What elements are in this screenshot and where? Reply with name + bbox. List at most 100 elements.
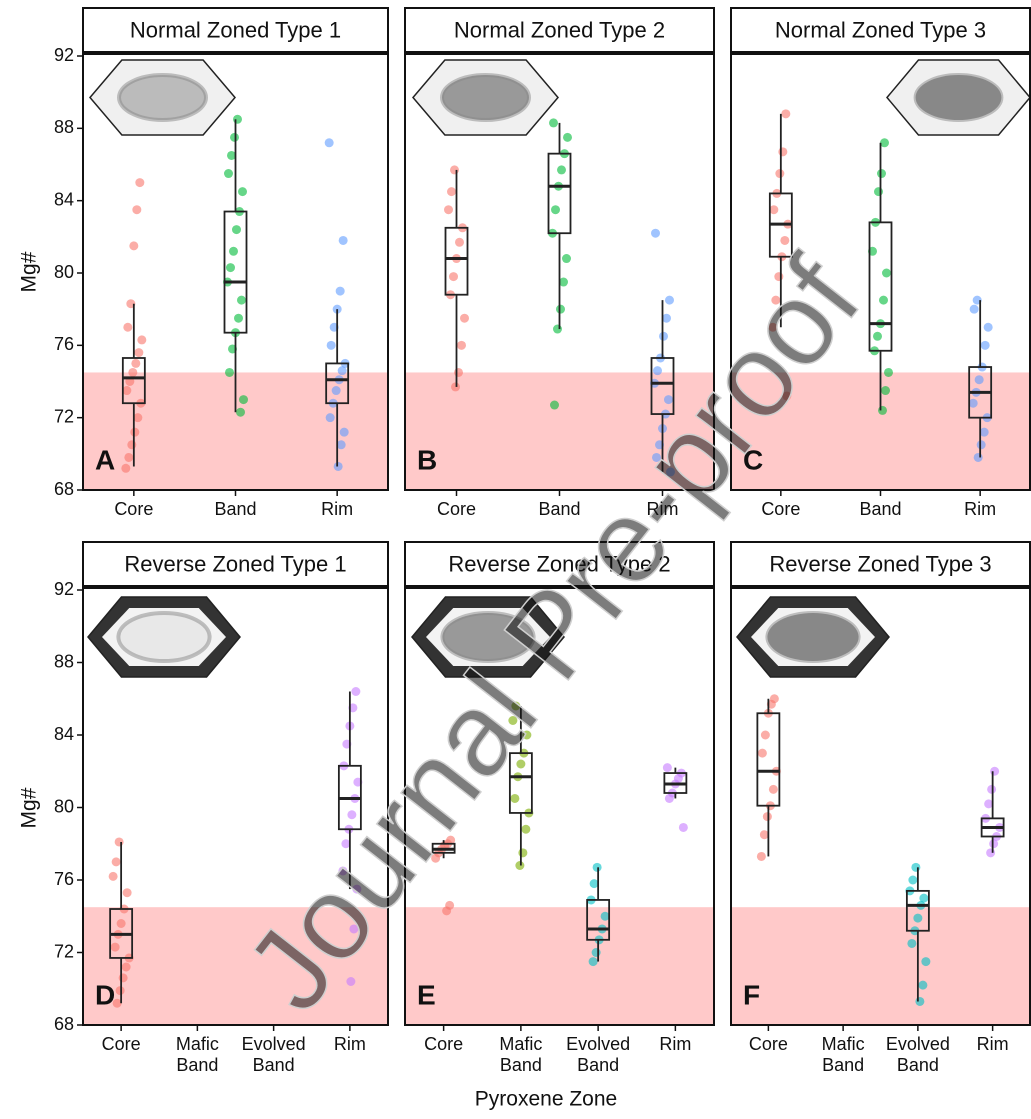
data-point [122, 888, 132, 898]
data-point [224, 169, 233, 179]
x-tick-label: Rim [321, 499, 354, 519]
crystal-core [765, 611, 861, 663]
data-point [769, 694, 779, 704]
x-tick-label: Core [761, 499, 801, 519]
x-tick-label: Evolved Band [241, 1034, 306, 1075]
x-tick-label: Core [424, 1034, 464, 1054]
data-point [983, 322, 993, 332]
strip [82, 541, 389, 588]
data-point [652, 452, 661, 462]
data-point [229, 246, 238, 256]
data-point [588, 957, 598, 967]
data-point [225, 367, 234, 377]
y-tick-label: 80 [54, 796, 74, 816]
data-point [592, 862, 602, 872]
data-point [233, 114, 242, 124]
data-point [133, 413, 143, 423]
data-point [771, 295, 781, 305]
data-point [664, 395, 673, 405]
data-point [974, 375, 984, 385]
data-point [352, 884, 362, 894]
crystal-core [116, 611, 212, 663]
data-point [874, 187, 883, 197]
panel-label: B [417, 444, 437, 475]
data-point [986, 848, 996, 858]
data-point [238, 187, 247, 197]
data-point [589, 879, 599, 889]
data-point [137, 335, 147, 345]
data-point [349, 924, 359, 934]
data-point [757, 748, 767, 758]
data-point [665, 295, 674, 305]
data-point [351, 687, 361, 696]
data-point [984, 799, 994, 809]
data-point [237, 295, 246, 305]
panel-label: F [743, 979, 760, 1010]
data-point [123, 322, 133, 332]
data-point [121, 962, 131, 972]
data-point [124, 452, 134, 462]
data-point [915, 996, 925, 1006]
data-point [781, 109, 791, 119]
data-point [921, 957, 931, 967]
data-point [760, 730, 770, 740]
data-point [121, 463, 131, 473]
x-tick-label: Core [101, 1034, 141, 1054]
strip-title: Normal Zoned Type 1 [130, 17, 341, 42]
data-point [880, 138, 889, 148]
data-point [884, 367, 893, 377]
y-tick-label: 84 [54, 724, 74, 744]
x-axis-title: Pyroxene Zone [475, 1088, 617, 1111]
data-point [878, 405, 887, 415]
data-point [339, 427, 349, 437]
x-tick-label: Core [436, 499, 476, 519]
box [121, 357, 146, 405]
data-point [768, 322, 778, 332]
x-tick-label: Core [114, 499, 154, 519]
data-point [508, 716, 518, 725]
data-point [326, 340, 336, 350]
data-point [562, 254, 571, 264]
data-point [980, 340, 990, 350]
data-point [659, 331, 668, 341]
y-tick-label: 80 [54, 262, 74, 282]
data-point [337, 366, 347, 376]
box [586, 899, 611, 941]
x-tick-label: Band [859, 499, 902, 519]
box [650, 357, 675, 415]
x-tick-label: Band [538, 499, 581, 519]
shaded-range [405, 907, 714, 1025]
data-point [913, 913, 923, 923]
shaded-range [83, 907, 388, 1025]
box [547, 152, 572, 235]
x-tick-label: Rim [333, 1034, 366, 1054]
strip [730, 7, 1031, 54]
data-point [460, 313, 469, 323]
data-point [131, 358, 141, 368]
box [868, 221, 893, 352]
y-axis-title: Mg# [18, 787, 41, 828]
panel-label: C [743, 444, 763, 475]
data-point [455, 237, 464, 247]
data-point [234, 313, 243, 323]
data-point [653, 366, 662, 376]
data-point [115, 986, 125, 996]
data-point [338, 235, 348, 245]
data-point [762, 812, 772, 822]
data-point [331, 386, 341, 396]
data-point [516, 759, 526, 769]
data-point [782, 391, 792, 401]
strip-title: Normal Zoned Type 3 [775, 17, 986, 42]
data-point [990, 766, 1000, 776]
panel-label: D [95, 979, 115, 1010]
panel-label: A [95, 444, 115, 475]
data-point [129, 241, 139, 251]
data-point [553, 324, 562, 334]
data-point [515, 861, 525, 870]
data-point [336, 440, 346, 450]
data-point [976, 440, 986, 450]
crystal-core [440, 611, 536, 663]
box [444, 226, 469, 296]
data-point [911, 862, 921, 872]
y-tick-label: 72 [54, 941, 74, 961]
